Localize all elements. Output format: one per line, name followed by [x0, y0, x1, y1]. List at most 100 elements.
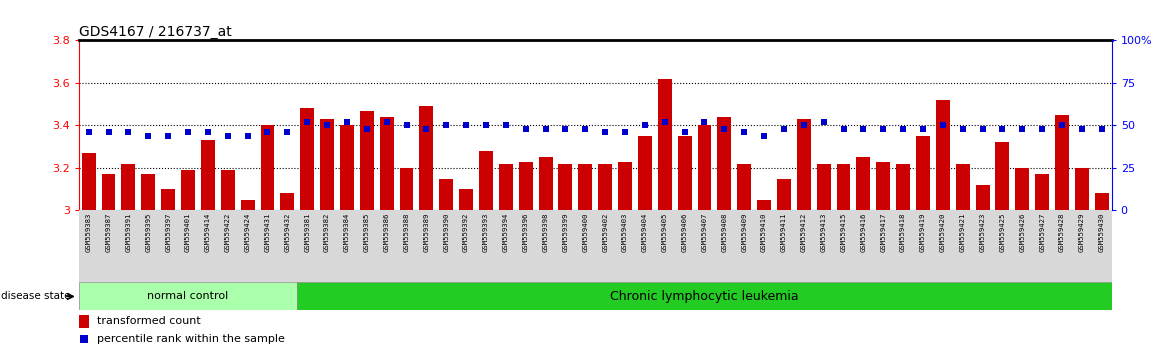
Bar	[638, 136, 652, 211]
Text: GSM559414: GSM559414	[205, 213, 211, 252]
Text: GSM559401: GSM559401	[185, 213, 191, 252]
Bar	[298, 282, 1112, 310]
Bar	[141, 174, 155, 211]
Bar	[261, 125, 274, 211]
Text: GSM559388: GSM559388	[403, 213, 410, 252]
Bar	[340, 125, 354, 211]
Bar	[122, 164, 135, 211]
Bar	[877, 161, 891, 211]
Text: GSM559415: GSM559415	[841, 213, 846, 252]
Text: disease state: disease state	[1, 291, 71, 302]
Text: GSM559389: GSM559389	[424, 213, 430, 252]
Text: GSM559423: GSM559423	[980, 213, 985, 252]
Text: GSM559406: GSM559406	[682, 213, 688, 252]
Text: GSM559383: GSM559383	[86, 213, 91, 252]
Text: GSM559384: GSM559384	[344, 213, 350, 252]
Text: GSM559407: GSM559407	[702, 213, 708, 252]
Text: GSM559398: GSM559398	[543, 213, 549, 252]
Bar	[1016, 168, 1029, 211]
Text: GSM559394: GSM559394	[503, 213, 508, 252]
Bar	[975, 185, 990, 211]
Text: GSM559387: GSM559387	[105, 213, 111, 252]
Text: GSM559405: GSM559405	[661, 213, 668, 252]
Text: GSM559386: GSM559386	[383, 213, 389, 252]
Text: GSM559396: GSM559396	[522, 213, 529, 252]
Bar	[717, 117, 732, 211]
Bar	[738, 164, 752, 211]
Bar	[79, 282, 298, 310]
Bar	[419, 106, 433, 211]
Bar	[79, 315, 89, 329]
Text: GSM559419: GSM559419	[919, 213, 926, 252]
Bar	[161, 189, 175, 211]
Text: GSM559427: GSM559427	[1039, 213, 1046, 252]
Bar	[936, 100, 950, 211]
Bar	[459, 189, 474, 211]
Bar	[200, 140, 215, 211]
Text: GSM559417: GSM559417	[880, 213, 886, 252]
Text: GSM559381: GSM559381	[305, 213, 310, 252]
Text: transformed count: transformed count	[97, 316, 200, 326]
Bar	[479, 151, 493, 211]
Bar	[677, 136, 691, 211]
Bar	[82, 153, 96, 211]
Text: percentile rank within the sample: percentile rank within the sample	[97, 335, 285, 344]
Text: normal control: normal control	[147, 291, 228, 302]
Text: GSM559421: GSM559421	[960, 213, 966, 252]
Text: GSM559399: GSM559399	[563, 213, 569, 252]
Bar	[280, 193, 294, 211]
Text: GSM559404: GSM559404	[642, 213, 647, 252]
Bar	[757, 200, 771, 211]
Text: GSM559425: GSM559425	[999, 213, 1005, 252]
Bar	[658, 79, 672, 211]
Text: GSM559385: GSM559385	[364, 213, 369, 252]
Text: GSM559430: GSM559430	[1099, 213, 1105, 252]
Text: Chronic lymphocytic leukemia: Chronic lymphocytic leukemia	[610, 290, 799, 303]
Bar	[618, 161, 632, 211]
Bar	[816, 164, 830, 211]
Text: GSM559420: GSM559420	[940, 213, 946, 252]
Bar	[599, 164, 613, 211]
Text: GSM559393: GSM559393	[483, 213, 489, 252]
Bar	[1055, 115, 1069, 211]
Bar	[439, 178, 453, 211]
Bar	[300, 108, 314, 211]
Bar	[181, 170, 195, 211]
Bar	[538, 157, 552, 211]
Bar	[380, 117, 394, 211]
Bar	[1035, 174, 1049, 211]
Text: GSM559402: GSM559402	[602, 213, 608, 252]
Text: GDS4167 / 216737_at: GDS4167 / 216737_at	[79, 25, 232, 39]
Bar	[777, 178, 791, 211]
Text: GSM559395: GSM559395	[145, 213, 152, 252]
Bar	[320, 119, 334, 211]
Bar	[896, 164, 910, 211]
Bar	[1094, 193, 1108, 211]
Bar	[578, 164, 592, 211]
Bar	[499, 164, 513, 211]
Text: GSM559411: GSM559411	[780, 213, 787, 252]
Bar	[221, 170, 235, 211]
Text: GSM559391: GSM559391	[125, 213, 131, 252]
Bar	[360, 110, 374, 211]
Text: GSM559424: GSM559424	[244, 213, 250, 252]
Text: GSM559400: GSM559400	[582, 213, 588, 252]
Bar	[519, 161, 533, 211]
Text: GSM559410: GSM559410	[761, 213, 767, 252]
Bar	[102, 174, 116, 211]
Text: GSM559416: GSM559416	[860, 213, 866, 252]
Bar	[1075, 168, 1089, 211]
Bar	[797, 119, 811, 211]
Text: GSM559418: GSM559418	[900, 213, 906, 252]
Text: GSM559422: GSM559422	[225, 213, 230, 252]
Bar	[241, 200, 255, 211]
Text: GSM559409: GSM559409	[741, 213, 747, 252]
Text: GSM559382: GSM559382	[324, 213, 330, 252]
Text: GSM559408: GSM559408	[721, 213, 727, 252]
Bar	[400, 168, 413, 211]
Bar	[955, 164, 969, 211]
Text: GSM559428: GSM559428	[1060, 213, 1065, 252]
Text: GSM559390: GSM559390	[444, 213, 449, 252]
Text: GSM559426: GSM559426	[1019, 213, 1025, 252]
Bar	[857, 157, 871, 211]
